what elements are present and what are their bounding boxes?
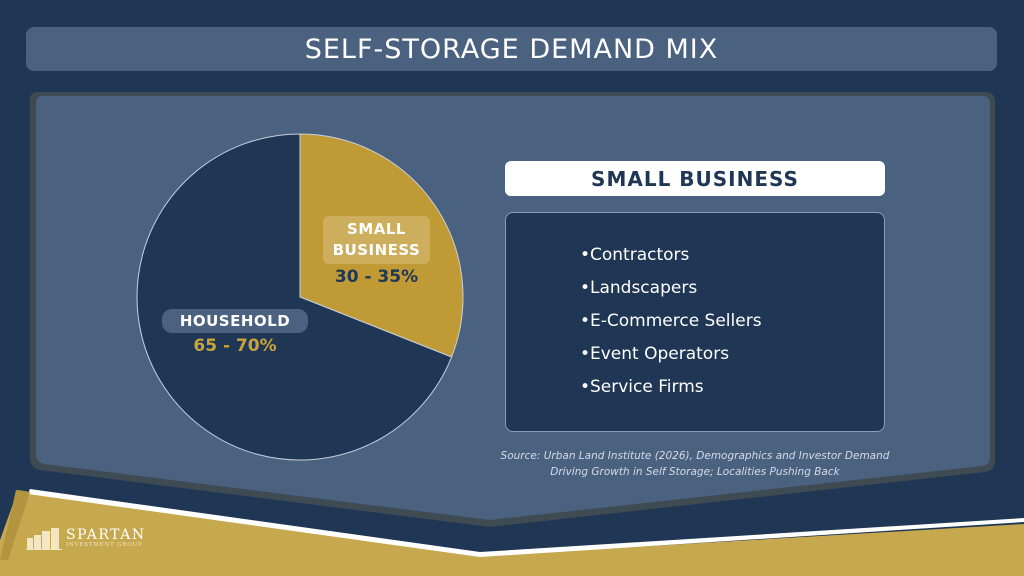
source-line-1: Source: Urban Land Institute (2026), Dem…: [500, 450, 890, 462]
logo-subtitle: INVESTMENT GROUP: [66, 542, 143, 548]
list-item: •Service Firms: [580, 373, 762, 406]
list-item-text: Landscapers: [590, 278, 698, 298]
bullet-icon: •: [580, 278, 591, 298]
list-item-text: Event Operators: [590, 344, 730, 364]
list-item: •E-Commerce Sellers: [580, 307, 762, 340]
small-business-value: 30 - 35%: [334, 267, 419, 287]
source-note: Source: Urban Land Institute (2026), Dem…: [470, 448, 920, 480]
pie-slice-household: [136, 133, 453, 461]
list-item: •Landscapers: [580, 274, 762, 307]
bullet-icon: •: [580, 245, 591, 265]
bullet-icon: •: [580, 377, 591, 397]
bullet-icon: •: [580, 344, 591, 364]
logo-name: SPARTAN: [66, 527, 146, 543]
page-title: SELF-STORAGE DEMAND MIX: [26, 27, 997, 71]
household-label: HOUSEHOLD: [162, 309, 308, 333]
list-item-text: Service Firms: [590, 377, 704, 397]
pie-slice-small-business: [299, 133, 464, 358]
list-item-text: E-Commerce Sellers: [590, 311, 762, 331]
list-item: •Event Operators: [580, 340, 762, 373]
title-text: SELF-STORAGE DEMAND MIX: [304, 33, 719, 65]
list-item: •Contractors: [580, 241, 762, 274]
buildings-icon: [26, 528, 62, 550]
detail-list: •Contractors •Landscapers •E-Commerce Se…: [580, 241, 762, 406]
list-item-text: Contractors: [590, 245, 690, 265]
bullet-icon: •: [580, 311, 591, 331]
household-value: 65 - 70%: [193, 336, 277, 356]
small-business-label: SMALL BUSINESS: [323, 216, 430, 264]
detail-heading: SMALL BUSINESS: [505, 161, 885, 196]
detail-list-box: •Contractors •Landscapers •E-Commerce Se…: [505, 212, 885, 432]
source-line-2: Driving Growth in Self Storage; Localiti…: [550, 466, 840, 478]
spartan-logo: SPARTAN INVESTMENT GROUP: [26, 526, 146, 550]
